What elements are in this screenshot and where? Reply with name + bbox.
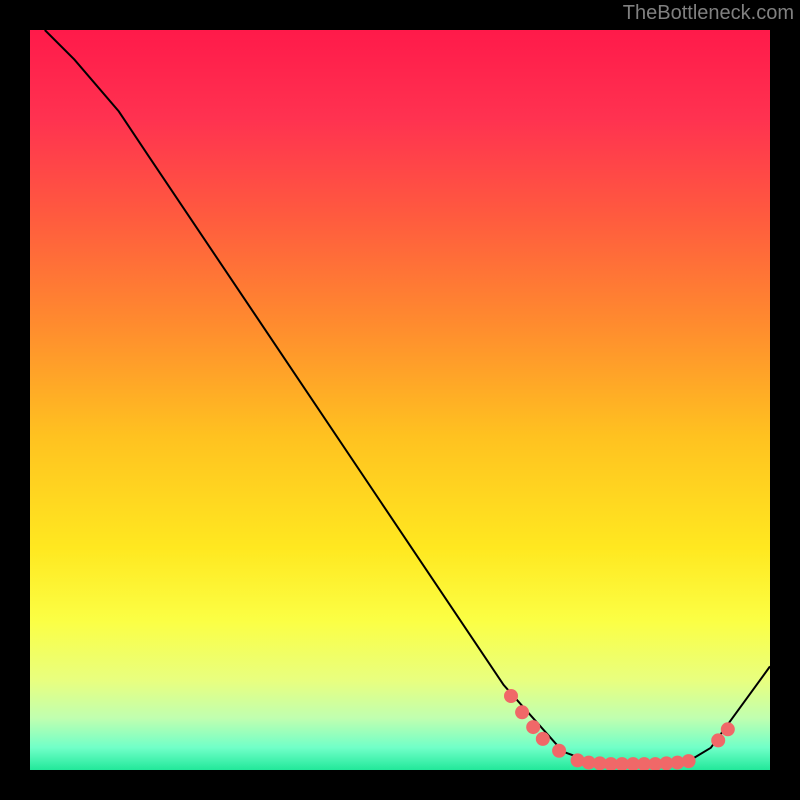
marker-dot	[721, 722, 735, 736]
marker-dot	[552, 744, 566, 758]
watermark-text: TheBottleneck.com	[623, 2, 794, 25]
marker-dot	[536, 732, 550, 746]
plot-area	[30, 30, 770, 770]
plot-curve-layer	[30, 30, 770, 770]
marker-group	[504, 689, 735, 770]
marker-dot	[682, 754, 696, 768]
marker-dot	[515, 705, 529, 719]
bottleneck-curve	[45, 30, 770, 764]
marker-dot	[526, 720, 540, 734]
marker-dot	[504, 689, 518, 703]
marker-dot	[711, 733, 725, 747]
